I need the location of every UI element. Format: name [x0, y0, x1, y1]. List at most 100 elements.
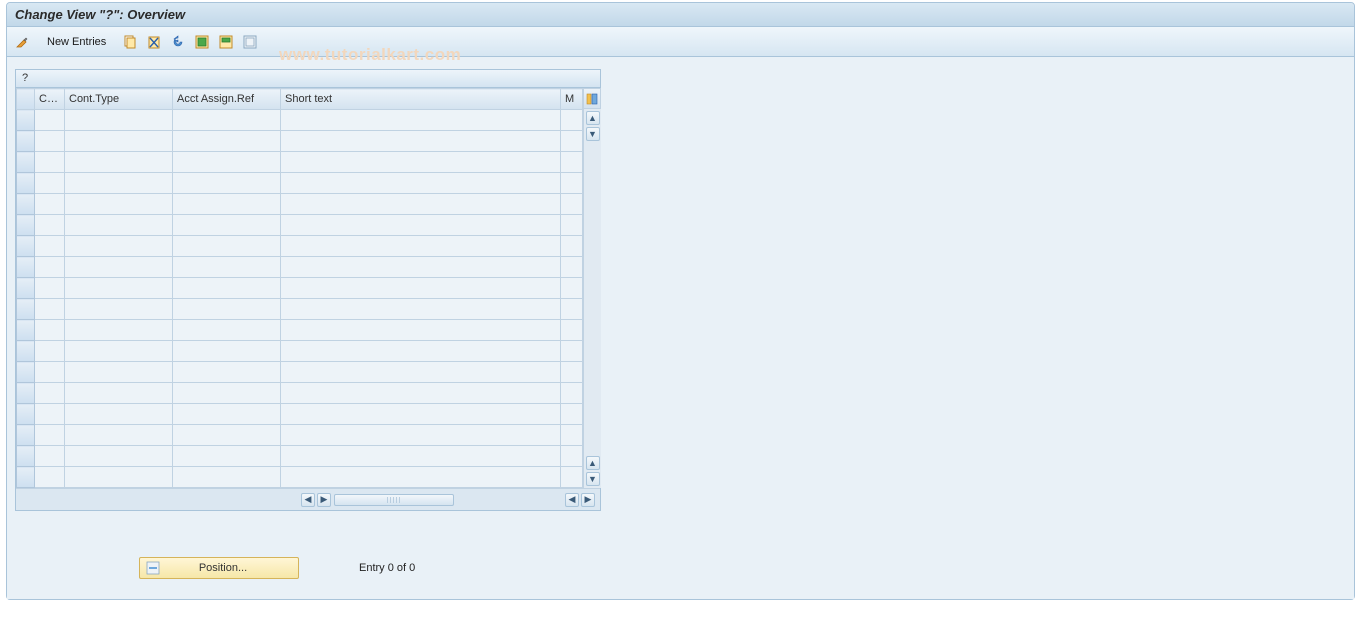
grid-cell[interactable]	[65, 404, 173, 425]
grid-cell[interactable]	[173, 383, 281, 404]
grid-select-all-header[interactable]	[17, 89, 35, 110]
col-header-co[interactable]: Co...	[35, 89, 65, 110]
grid-cell[interactable]	[561, 257, 583, 278]
grid-cell[interactable]	[35, 215, 65, 236]
grid-cell[interactable]	[35, 194, 65, 215]
toggle-display-change-button[interactable]	[13, 32, 33, 52]
grid-cell[interactable]	[35, 404, 65, 425]
grid-cell[interactable]	[561, 278, 583, 299]
grid-cell[interactable]	[35, 467, 65, 488]
row-selector[interactable]	[17, 110, 35, 131]
table-row[interactable]	[17, 320, 583, 341]
horizontal-scrollbar[interactable]: ◀ ▶ ◀ ▶	[16, 488, 600, 510]
grid-cell[interactable]	[173, 131, 281, 152]
grid-cell[interactable]	[281, 257, 561, 278]
grid-cell[interactable]	[35, 320, 65, 341]
row-selector[interactable]	[17, 257, 35, 278]
table-row[interactable]	[17, 236, 583, 257]
grid-cell[interactable]	[561, 446, 583, 467]
row-selector[interactable]	[17, 320, 35, 341]
grid-cell[interactable]	[561, 152, 583, 173]
grid-cell[interactable]	[281, 446, 561, 467]
row-selector[interactable]	[17, 131, 35, 152]
grid-cell[interactable]	[281, 320, 561, 341]
scroll-right-button[interactable]: ◀	[565, 493, 579, 507]
table-row[interactable]	[17, 425, 583, 446]
row-selector[interactable]	[17, 278, 35, 299]
grid-cell[interactable]	[173, 257, 281, 278]
grid-cell[interactable]	[65, 425, 173, 446]
grid-cell[interactable]	[35, 278, 65, 299]
grid-cell[interactable]	[281, 299, 561, 320]
grid-cell[interactable]	[173, 173, 281, 194]
row-selector[interactable]	[17, 467, 35, 488]
col-header-m[interactable]: M	[561, 89, 583, 110]
table-row[interactable]	[17, 341, 583, 362]
row-selector[interactable]	[17, 215, 35, 236]
row-selector[interactable]	[17, 194, 35, 215]
undo-button[interactable]	[168, 32, 188, 52]
grid-cell[interactable]	[281, 236, 561, 257]
grid-cell[interactable]	[561, 131, 583, 152]
grid-cell[interactable]	[561, 362, 583, 383]
table-row[interactable]	[17, 278, 583, 299]
grid-cell[interactable]	[65, 194, 173, 215]
grid-cell[interactable]	[561, 425, 583, 446]
grid-cell[interactable]	[173, 362, 281, 383]
grid-cell[interactable]	[561, 383, 583, 404]
grid-cell[interactable]	[65, 257, 173, 278]
grid-cell[interactable]	[281, 215, 561, 236]
grid-cell[interactable]	[173, 152, 281, 173]
grid-cell[interactable]	[561, 404, 583, 425]
grid-cell[interactable]	[561, 194, 583, 215]
table-row[interactable]	[17, 257, 583, 278]
grid-cell[interactable]	[35, 236, 65, 257]
row-selector[interactable]	[17, 446, 35, 467]
table-row[interactable]	[17, 173, 583, 194]
position-button[interactable]: Position...	[139, 557, 299, 579]
grid-cell[interactable]	[281, 341, 561, 362]
grid-cell[interactable]	[281, 383, 561, 404]
grid-configure-button[interactable]	[583, 88, 601, 109]
select-block-button[interactable]	[216, 32, 236, 52]
grid-cell[interactable]	[173, 425, 281, 446]
deselect-all-button[interactable]	[240, 32, 260, 52]
grid-cell[interactable]	[281, 362, 561, 383]
grid-cell[interactable]	[65, 341, 173, 362]
grid-cell[interactable]	[173, 110, 281, 131]
grid-cell[interactable]	[173, 404, 281, 425]
scroll-down-step-button[interactable]: ▼	[586, 127, 600, 141]
row-selector[interactable]	[17, 173, 35, 194]
col-header-short-text[interactable]: Short text	[281, 89, 561, 110]
grid-cell[interactable]	[65, 446, 173, 467]
grid-cell[interactable]	[173, 446, 281, 467]
row-selector[interactable]	[17, 341, 35, 362]
row-selector[interactable]	[17, 299, 35, 320]
grid-cell[interactable]	[35, 446, 65, 467]
grid-cell[interactable]	[173, 215, 281, 236]
grid-cell[interactable]	[35, 131, 65, 152]
grid-cell[interactable]	[65, 236, 173, 257]
new-entries-button[interactable]: New Entries	[41, 34, 112, 50]
vertical-scrollbar[interactable]: ▲ ▼ ▲ ▼	[583, 109, 601, 488]
grid-cell[interactable]	[35, 299, 65, 320]
table-row[interactable]	[17, 404, 583, 425]
grid-cell[interactable]	[35, 341, 65, 362]
table-row[interactable]	[17, 299, 583, 320]
table-row[interactable]	[17, 194, 583, 215]
scroll-up-button[interactable]: ▲	[586, 111, 600, 125]
grid-cell[interactable]	[35, 425, 65, 446]
select-all-button[interactable]	[192, 32, 212, 52]
table-row[interactable]	[17, 362, 583, 383]
grid-cell[interactable]	[281, 152, 561, 173]
grid-cell[interactable]	[561, 215, 583, 236]
table-row[interactable]	[17, 467, 583, 488]
grid-cell[interactable]	[281, 425, 561, 446]
table-row[interactable]	[17, 152, 583, 173]
grid-cell[interactable]	[173, 320, 281, 341]
grid-cell[interactable]	[281, 467, 561, 488]
table-row[interactable]	[17, 215, 583, 236]
grid-cell[interactable]	[173, 341, 281, 362]
row-selector[interactable]	[17, 404, 35, 425]
scroll-up-step-button[interactable]: ▲	[586, 456, 600, 470]
